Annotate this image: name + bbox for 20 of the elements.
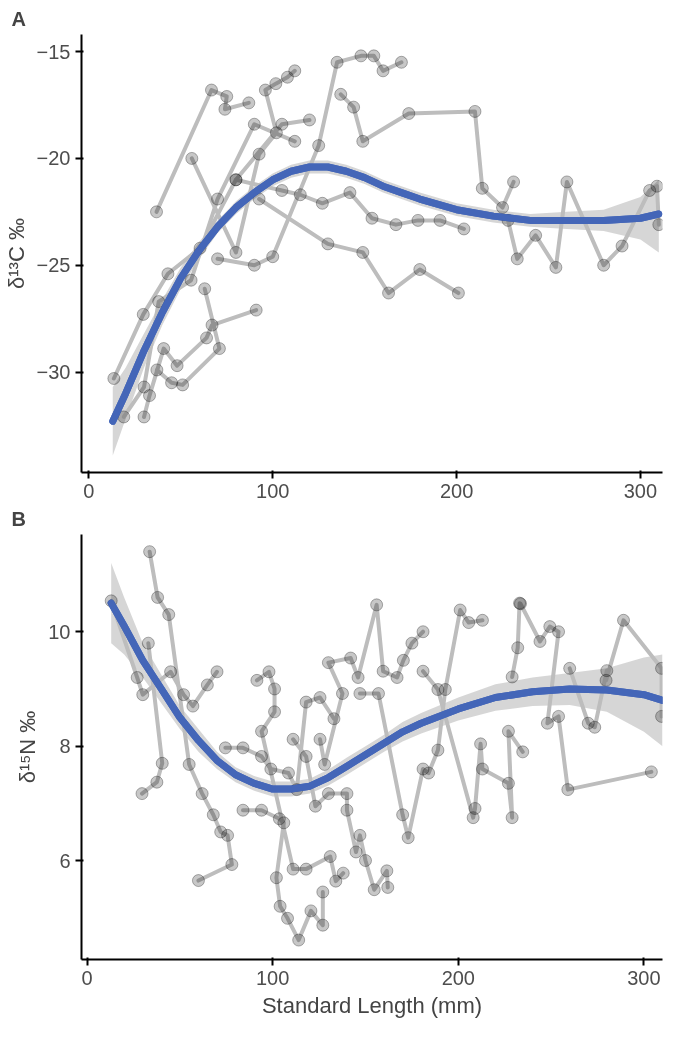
y-tick-label: 6 (59, 849, 71, 872)
y-axis-title: δ¹⁵N ‰ (15, 710, 41, 784)
y-axis-title: δ¹³C ‰ (3, 218, 29, 289)
x-tick-label: 200 (439, 479, 474, 502)
x-tick-label: 300 (627, 966, 661, 989)
y-tick-label: 8 (59, 735, 71, 758)
x-tick-label: 100 (256, 966, 290, 989)
y-tick-label: −15 (36, 40, 71, 63)
x-tick-label: 200 (441, 966, 476, 989)
x-tick-label: 100 (256, 479, 290, 502)
x-tick-label: 0 (81, 966, 93, 989)
y-tick-label: −20 (36, 147, 71, 170)
x-axis-title: Standard Length (mm) (261, 992, 483, 1018)
y-tick-label: −25 (36, 254, 71, 277)
x-tick-label: 0 (83, 479, 95, 502)
y-tick-label: −30 (36, 361, 71, 384)
y-tick-label: 10 (48, 620, 71, 643)
chart-title: B (11, 507, 26, 530)
chart-title: A (11, 7, 26, 30)
x-tick-label: 300 (623, 479, 658, 502)
